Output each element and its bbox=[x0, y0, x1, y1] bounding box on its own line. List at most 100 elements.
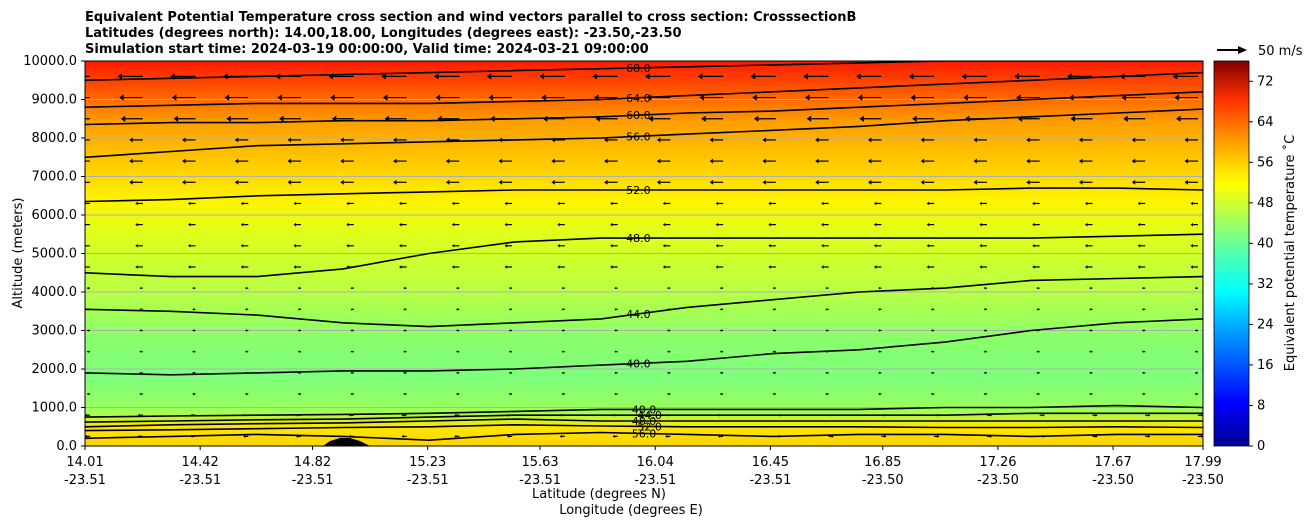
wind-vector-head bbox=[1036, 329, 1039, 332]
wind-vector-head bbox=[709, 158, 714, 164]
wind-vector-head bbox=[821, 201, 824, 206]
wind-vector-head bbox=[192, 350, 195, 353]
wind-vector-head bbox=[454, 434, 457, 438]
wind-vector-head bbox=[825, 371, 828, 375]
x-tick-label-lon: -23.51 bbox=[519, 473, 561, 488]
colorbar-ticks: 0 8 16 24 32 40 48 56 64 72 bbox=[1249, 74, 1274, 454]
wind-vector-head bbox=[867, 179, 872, 185]
wind-vector-head bbox=[699, 94, 704, 101]
wind-vector-head bbox=[979, 222, 982, 227]
wind-vector-head bbox=[1148, 413, 1151, 417]
wind-vector-head bbox=[456, 286, 458, 290]
wind-vector-head bbox=[350, 329, 353, 332]
wind-vectors bbox=[85, 73, 1203, 438]
contour-label-60-0: 60.0 bbox=[626, 109, 651, 122]
wind-vector-head bbox=[719, 350, 722, 353]
wind-vector-head bbox=[279, 115, 284, 122]
wind-vector-head bbox=[718, 413, 721, 417]
wind-vector-head bbox=[188, 265, 191, 269]
wind-vector-head bbox=[382, 94, 388, 101]
wind-vector-head bbox=[86, 392, 89, 396]
wind-vector-head bbox=[873, 222, 877, 227]
wind-vector-head bbox=[190, 413, 193, 417]
x-tick-label-lat: 14.01 bbox=[66, 455, 103, 470]
contour-label-52-0: 52.0 bbox=[626, 184, 651, 197]
wind-vector-head bbox=[1184, 137, 1188, 143]
wind-vector-head bbox=[488, 94, 493, 101]
wind-vector-head bbox=[715, 222, 719, 227]
wind-vector-head bbox=[456, 371, 458, 375]
wind-vector-head bbox=[989, 413, 993, 417]
wind-vector-head bbox=[244, 286, 247, 290]
y-tick-label: 2000.0 bbox=[32, 362, 78, 377]
wind-vector-head bbox=[508, 329, 511, 332]
wind-vector-head bbox=[451, 222, 455, 227]
wind-vector-head bbox=[1095, 413, 1098, 417]
wind-vector-head bbox=[930, 350, 933, 353]
wind-vector-head bbox=[188, 201, 191, 206]
wind-vector-head bbox=[825, 329, 828, 332]
wind-vector-head bbox=[873, 244, 877, 248]
wind-vector-head bbox=[541, 94, 546, 101]
wind-vector-head bbox=[86, 286, 89, 290]
wind-vector-head bbox=[350, 286, 353, 290]
wind-vector-head bbox=[772, 329, 775, 332]
wind-vector-head bbox=[399, 222, 402, 227]
wind-vector-head bbox=[346, 265, 349, 269]
wind-vector-head bbox=[456, 350, 458, 353]
wind-vector-head bbox=[234, 158, 239, 164]
wind-vector-head bbox=[287, 179, 292, 185]
x-tick-label-lat: 15.23 bbox=[409, 455, 446, 470]
wind-vector-head bbox=[926, 201, 930, 206]
y-tick-label: 5000.0 bbox=[32, 247, 78, 262]
wind-vector-head bbox=[403, 329, 406, 332]
wind-vector-head bbox=[498, 158, 503, 164]
wind-vector-head bbox=[1016, 94, 1021, 101]
terrain-hill bbox=[323, 438, 370, 446]
wind-vector-head bbox=[182, 158, 186, 164]
wind-vector-head bbox=[753, 115, 759, 122]
wind-vector-head bbox=[486, 73, 492, 80]
wind-vector-head bbox=[287, 158, 292, 164]
quiver-key-arrowhead bbox=[1238, 46, 1247, 54]
wind-vector-head bbox=[451, 265, 455, 269]
x-tick-label-lon: -23.51 bbox=[749, 473, 791, 488]
colorbar-tick-label: 48 bbox=[1257, 196, 1274, 211]
x-tick-label-lon: -23.51 bbox=[634, 473, 676, 488]
wind-vector-head bbox=[224, 94, 230, 101]
wind-vector-head bbox=[139, 329, 142, 332]
contour-label-40-0: 40.0 bbox=[626, 357, 651, 370]
wind-vector-head bbox=[192, 329, 195, 332]
wind-vector-head bbox=[1190, 265, 1193, 269]
colorbar-label: Equivalent potential temperature ˚C bbox=[1282, 135, 1298, 371]
contour-label-low-52-0: 52.0 bbox=[637, 420, 662, 433]
wind-vector-head bbox=[561, 329, 564, 332]
wind-vector-head bbox=[1201, 413, 1203, 417]
wind-vector-head bbox=[293, 201, 297, 206]
x-tick-label-lat: 17.99 bbox=[1184, 455, 1221, 470]
wind-vector-head bbox=[190, 434, 193, 438]
contour-label-low-44-0: 44.0 bbox=[637, 409, 662, 422]
contour-low-44-0 bbox=[85, 412, 1203, 423]
wind-vector-head bbox=[1078, 158, 1083, 164]
wind-vector-head bbox=[983, 392, 986, 396]
x-tick-label-lon: -23.50 bbox=[977, 473, 1019, 488]
x-tick-label-lon: -23.50 bbox=[1182, 473, 1224, 488]
wind-vector-head bbox=[930, 392, 933, 396]
wind-vector-head bbox=[920, 158, 925, 164]
wind-vector-head bbox=[910, 94, 916, 101]
wind-vector-head bbox=[557, 265, 560, 269]
wind-vector-head bbox=[768, 201, 771, 206]
wind-vector-head bbox=[768, 222, 771, 227]
wind-vector-head bbox=[614, 286, 617, 290]
wind-vector-head bbox=[240, 222, 244, 227]
wind-vector-head bbox=[1194, 350, 1197, 353]
wind-vector-head bbox=[709, 137, 714, 143]
contour-label-low-56-0: 56.0 bbox=[632, 427, 657, 440]
wind-vector-head bbox=[504, 201, 508, 206]
wind-vector-head bbox=[561, 350, 564, 353]
wind-vector-head bbox=[244, 329, 247, 332]
wind-vector-head bbox=[873, 265, 877, 269]
wind-vector-head bbox=[435, 94, 441, 101]
wind-vector-head bbox=[1084, 201, 1088, 206]
